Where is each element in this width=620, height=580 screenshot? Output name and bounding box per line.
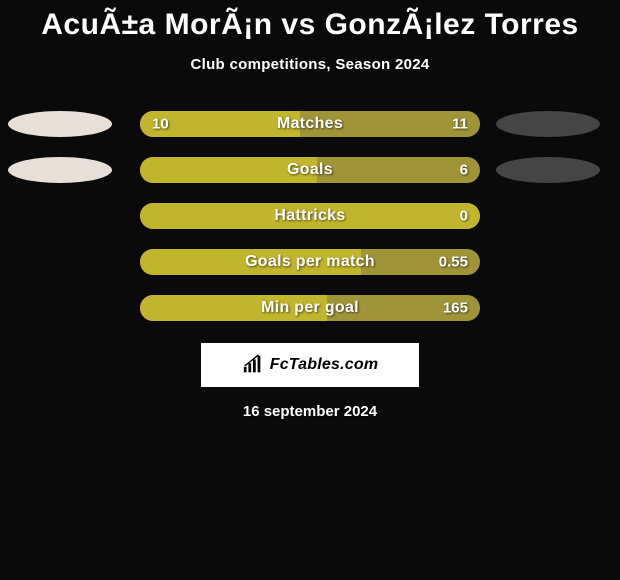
- stat-value-right: 11: [452, 116, 468, 133]
- page-subtitle: Club competitions, Season 2024: [190, 56, 429, 73]
- stat-rows: Matches 10 11 Goals 6 Hattricks 0 Goals per mat…: [0, 111, 620, 321]
- player-left-ellipse: [8, 157, 112, 183]
- player-left-ellipse: [8, 111, 112, 137]
- page-title: AcuÃ±a MorÃ¡n vs GonzÃ¡lez Torres: [41, 8, 578, 42]
- date-label: 16 september 2024: [243, 403, 377, 420]
- stat-label: Hattricks: [274, 207, 345, 225]
- comparison-container: AcuÃ±a MorÃ¡n vs GonzÃ¡lez Torres Club c…: [0, 0, 620, 420]
- stat-row: Hattricks 0: [0, 203, 620, 229]
- stat-label: Min per goal: [261, 299, 359, 317]
- player-right-ellipse: [496, 111, 600, 137]
- stat-row: Goals per match 0.55: [0, 249, 620, 275]
- stat-label: Goals per match: [245, 253, 375, 271]
- stat-label: Matches: [277, 115, 343, 133]
- stat-bar: Matches 10 11: [140, 111, 480, 137]
- stat-bar: Min per goal 165: [140, 295, 480, 321]
- stat-row: Min per goal 165: [0, 295, 620, 321]
- stat-bar: Hattricks 0: [140, 203, 480, 229]
- stat-value-right: 6: [460, 162, 468, 179]
- player-right-ellipse: [496, 157, 600, 183]
- stat-value-right: 165: [443, 300, 468, 317]
- stat-bar: Goals 6: [140, 157, 480, 183]
- stat-row: Matches 10 11: [0, 111, 620, 137]
- logo-text: FcTables.com: [270, 356, 379, 374]
- stat-value-right: 0.55: [439, 254, 468, 271]
- stat-row: Goals 6: [0, 157, 620, 183]
- logo-box: FcTables.com: [201, 343, 419, 387]
- stat-bar: Goals per match 0.55: [140, 249, 480, 275]
- bar-chart-icon: [242, 354, 264, 376]
- stat-label: Goals: [287, 161, 333, 179]
- stat-value-right: 0: [460, 208, 468, 225]
- stat-value-left: 10: [152, 116, 169, 133]
